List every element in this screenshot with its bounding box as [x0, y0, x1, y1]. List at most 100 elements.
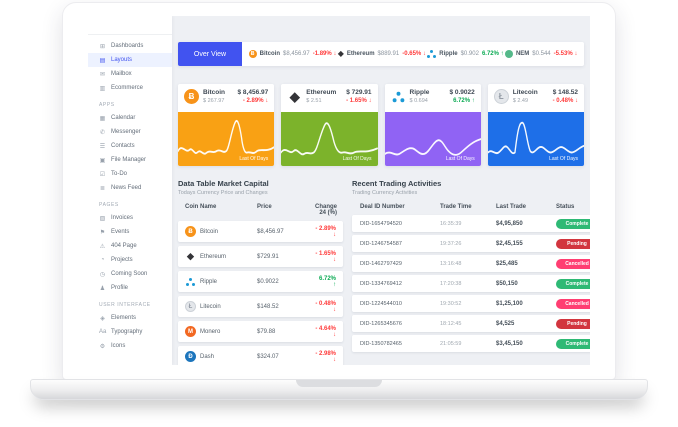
- bitcoin-sparkline-chart: Last Of Days: [178, 112, 275, 166]
- table-row-litecoin[interactable]: Ł Litecoin $148.52 - 0.48% ↓: [178, 296, 343, 317]
- section-subtitle: Trading Currency Activities: [352, 190, 418, 196]
- table-row-bitcoin[interactable]: Ƀ Bitcoin $8,456.97 - 2.89% ↓: [178, 221, 343, 242]
- sidebar-item-404-page[interactable]: ⚠ 404 Page: [88, 239, 172, 253]
- sidebar-item-label: News Feed: [111, 185, 142, 191]
- laptop-base-notch: [296, 380, 382, 387]
- status-badge: Complete: [556, 218, 590, 229]
- ticker-price: $0.902: [460, 51, 479, 57]
- sidebar-item-elements[interactable]: ◈ Elements: [88, 311, 172, 325]
- sidebar-item-events[interactable]: ⚑ Events: [88, 225, 172, 239]
- sidebar-item-calendar[interactable]: ▦ Calendar: [88, 111, 172, 125]
- status-badge: Cancelled: [556, 298, 590, 309]
- icons-icon: ⚙: [99, 343, 106, 350]
- sidebar-item-label: Messenger: [111, 129, 141, 135]
- card-change: - 2.89% ↓: [242, 98, 269, 104]
- chart-label: Last Of Days: [445, 156, 475, 162]
- coming-soon-icon: ◷: [99, 271, 106, 278]
- sidebar-item-ecommerce[interactable]: ▥ Ecommerce: [88, 81, 172, 95]
- ticker-list: Ƀ Bitcoin $8,456.97 -1.89% ↓ ◆ Ethereum …: [242, 42, 584, 66]
- table-row-ethereum[interactable]: ◆ Ethereum $729.91 - 1.65% ↓: [178, 246, 343, 267]
- sidebar-item-dashboards[interactable]: ⊞ Dashboards: [88, 39, 172, 53]
- sidebar-divider: [88, 34, 172, 35]
- ethereum-sparkline-chart: Last Of Days: [281, 112, 378, 166]
- bitcoin-icon: Ƀ: [248, 50, 257, 58]
- ticker-change: -5.53% ↓: [553, 51, 578, 57]
- market-capital-section: Data Table Market Capital Todays Currenc…: [178, 179, 343, 365]
- card-price: $ 8,456.97: [237, 89, 269, 96]
- ticker-price: $8,456.97: [283, 51, 310, 57]
- litecoin-icon: Ł: [185, 301, 196, 312]
- card-litecoin: Ł Litecoin $ 2.49 $ 148.52 - 0.48% ↓: [487, 84, 584, 166]
- ticker-nem[interactable]: NEM $0.544 -5.53% ↓: [504, 50, 578, 58]
- overview-button[interactable]: Over View: [178, 42, 242, 66]
- trading-row[interactable]: DID-1246754587 19:37:26 $2,45,155 Pendin…: [352, 235, 590, 252]
- monero-icon: M: [185, 326, 196, 337]
- card-holding: $ 2.51: [306, 98, 322, 104]
- litecoin-sparkline-chart: Last Of Days: [487, 112, 584, 166]
- card-coin-name: Ripple: [409, 89, 430, 96]
- chart-label: Last Of Days: [342, 156, 372, 162]
- sidebar-item-icons[interactable]: ⚙ Icons: [88, 339, 172, 353]
- litecoin-icon: Ł: [493, 89, 509, 104]
- sidebar-item-label: Coming Soon: [111, 271, 148, 277]
- ethereum-icon: ◆: [289, 88, 300, 104]
- card-price: $ 148.52: [552, 89, 578, 96]
- sidebar-section-apps: Apps: [99, 102, 115, 108]
- table-row-dash[interactable]: Đ Dash $324.07 - 2.98% ↓: [178, 346, 343, 365]
- sidebar-item-todo[interactable]: ☑ To-Do: [88, 167, 172, 181]
- card-price: $ 0.9022: [449, 89, 475, 96]
- sidebar-item-profile[interactable]: ♟ Profile: [88, 281, 172, 295]
- sidebar-item-typography[interactable]: Aa Typography: [88, 325, 172, 339]
- sidebar-item-invoices[interactable]: ▧ Invoices: [88, 211, 172, 225]
- ticker-name: NEM: [515, 51, 530, 57]
- chart-label: Last Of Days: [549, 156, 578, 162]
- trading-row[interactable]: DID-1654794520 16:35:39 $4,95,850 Comple…: [352, 215, 590, 232]
- file-manager-icon: ▣: [99, 157, 106, 164]
- dash-icon: Đ: [185, 351, 196, 362]
- trading-row[interactable]: DID-1334769412 17:20:38 $50,150 Complete: [352, 275, 590, 292]
- bitcoin-icon: Ƀ: [185, 226, 196, 237]
- sidebar-item-projects[interactable]: ◔ Projects: [88, 253, 172, 267]
- trading-table-header: Deal ID Number Trade Time Last Trade Sta…: [360, 204, 575, 210]
- sidebar-item-coming-soon[interactable]: ◷ Coming Soon: [88, 267, 172, 281]
- card-holding: $ 0.694: [409, 98, 428, 104]
- bitcoin-icon: Ƀ: [184, 89, 199, 104]
- todo-icon: ☑: [99, 171, 106, 178]
- trading-row[interactable]: DID-1265345676 18:12:45 $4,525 Pending: [352, 315, 590, 332]
- sidebar-item-mailbox[interactable]: ✉ Mailbox: [88, 67, 172, 81]
- sidebar-item-label: 404 Page: [111, 243, 137, 249]
- ticker-bitcoin[interactable]: Ƀ Bitcoin $8,456.97 -1.89% ↓: [248, 50, 336, 58]
- sidebar-item-layouts[interactable]: ▤ Layouts: [88, 53, 172, 67]
- table-row-monero[interactable]: M Monero $79.88 - 4.64% ↓: [178, 321, 343, 342]
- contacts-icon: ☰: [99, 143, 106, 150]
- table-row-ripple[interactable]: Ripple $0.9022 6.72% ↑: [178, 271, 343, 292]
- ticker-name: Ethereum: [346, 51, 375, 57]
- sidebar-item-label: Invoices: [111, 215, 134, 221]
- invoices-icon: ▧: [99, 215, 106, 222]
- sidebar-item-messenger[interactable]: ✆ Messenger: [88, 125, 172, 139]
- sidebar: ⊞ Dashboards ▤ Layouts ✉ Mailbox ▥ Ecomm…: [88, 16, 172, 365]
- sidebar-item-label: Projects: [111, 257, 133, 263]
- status-badge: Cancelled: [556, 258, 590, 269]
- 404-icon: ⚠: [99, 243, 106, 250]
- dashboard-app: ⊞ Dashboards ▤ Layouts ✉ Mailbox ▥ Ecomm…: [88, 16, 590, 365]
- ripple-icon: [391, 89, 406, 104]
- ticker-ethereum[interactable]: ◆ Ethereum $889.91 -0.65% ↓: [338, 50, 426, 58]
- crypto-cards: Ƀ Bitcoin $ 267.97 $ 8,456.97 - 2.89% ↓: [178, 84, 584, 166]
- sidebar-item-label: Elements: [111, 315, 137, 321]
- trading-row[interactable]: DID-1224544010 19:30:52 $1,25,100 Cancel…: [352, 295, 590, 312]
- sidebar-item-file-manager[interactable]: ▣ File Manager: [88, 153, 172, 167]
- ticker-change: 6.72% ↑: [481, 51, 504, 57]
- card-coin-name: Ethereum: [306, 89, 337, 96]
- card-price: $ 729.91: [346, 89, 372, 96]
- card-coin-name: Litecoin: [512, 89, 538, 96]
- trading-row[interactable]: DID-1462797429 13:16:48 $25,485 Cancelle…: [352, 255, 590, 272]
- sidebar-item-news-feed[interactable]: ≣ News Feed: [88, 181, 172, 195]
- sidebar-item-label: To-Do: [111, 171, 128, 177]
- ticker-ripple[interactable]: Ripple $0.902 6.72% ↑: [427, 50, 504, 58]
- sidebar-item-contacts[interactable]: ☰ Contacts: [88, 139, 172, 153]
- layouts-icon: ▤: [99, 57, 106, 64]
- card-change: - 0.48% ↓: [552, 98, 578, 104]
- trading-row[interactable]: DID-1350782465 21:05:59 $3,45,150 Comple…: [352, 335, 590, 352]
